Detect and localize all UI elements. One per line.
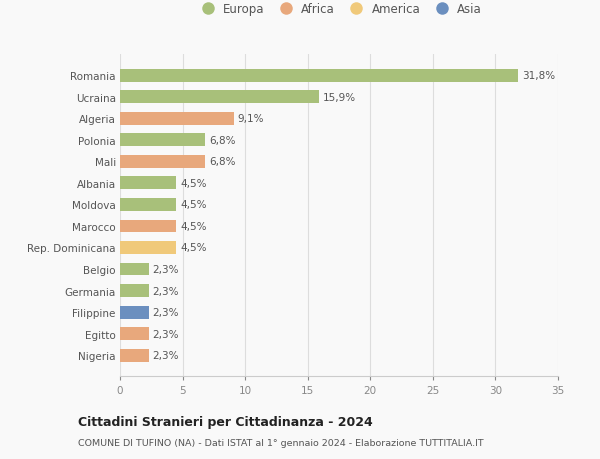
Text: 2,3%: 2,3%: [152, 329, 179, 339]
Text: 6,8%: 6,8%: [209, 157, 235, 167]
Legend: Europa, Africa, America, Asia: Europa, Africa, America, Asia: [196, 3, 482, 16]
Bar: [120, 199, 176, 212]
Text: 9,1%: 9,1%: [238, 114, 264, 124]
Text: 2,3%: 2,3%: [152, 350, 179, 360]
Text: 15,9%: 15,9%: [323, 93, 356, 103]
Bar: [120, 306, 149, 319]
Text: 4,5%: 4,5%: [180, 222, 206, 231]
Bar: [120, 70, 518, 83]
Text: 4,5%: 4,5%: [180, 243, 206, 253]
Text: 2,3%: 2,3%: [152, 264, 179, 274]
Bar: [120, 327, 149, 340]
Bar: [120, 285, 149, 297]
Bar: [120, 156, 205, 168]
Text: 4,5%: 4,5%: [180, 200, 206, 210]
Bar: [120, 220, 176, 233]
Bar: [120, 349, 149, 362]
Text: Cittadini Stranieri per Cittadinanza - 2024: Cittadini Stranieri per Cittadinanza - 2…: [78, 415, 373, 428]
Text: 2,3%: 2,3%: [152, 286, 179, 296]
Bar: [120, 112, 234, 125]
Bar: [120, 91, 319, 104]
Bar: [120, 241, 176, 254]
Text: 6,8%: 6,8%: [209, 135, 235, 146]
Bar: [120, 263, 149, 276]
Bar: [120, 177, 176, 190]
Text: 4,5%: 4,5%: [180, 179, 206, 189]
Text: COMUNE DI TUFINO (NA) - Dati ISTAT al 1° gennaio 2024 - Elaborazione TUTTITALIA.: COMUNE DI TUFINO (NA) - Dati ISTAT al 1°…: [78, 438, 484, 448]
Text: 31,8%: 31,8%: [522, 71, 555, 81]
Text: 2,3%: 2,3%: [152, 308, 179, 317]
Bar: [120, 134, 205, 147]
